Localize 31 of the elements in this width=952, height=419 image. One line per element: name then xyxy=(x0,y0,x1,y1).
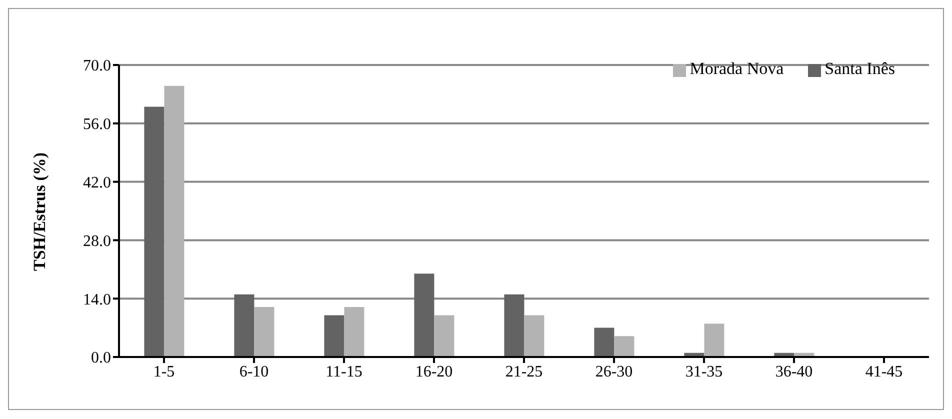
x-tick-label: 11-15 xyxy=(326,363,362,380)
y-tick-label: 28.0 xyxy=(83,232,111,250)
x-tick-label: 26-30 xyxy=(595,363,633,380)
y-tick-label: 56.0 xyxy=(83,116,111,134)
bar xyxy=(324,315,344,357)
bar xyxy=(144,106,164,357)
bar xyxy=(254,306,274,357)
bar xyxy=(524,315,544,357)
bar xyxy=(594,328,614,357)
y-tick-label: 0.0 xyxy=(91,350,111,367)
bar xyxy=(704,324,724,357)
legend-label: Morada Nova xyxy=(690,59,784,78)
x-tick-label: 41-45 xyxy=(865,363,903,380)
y-tick-label: 70.0 xyxy=(83,58,111,75)
bar xyxy=(414,274,434,357)
x-tick-label: 16-20 xyxy=(415,363,453,380)
bar xyxy=(614,336,634,357)
bar xyxy=(344,306,364,357)
bar xyxy=(164,86,184,357)
x-tick-label: 21-25 xyxy=(505,363,543,380)
x-tick-label: 31-35 xyxy=(685,363,723,380)
legend-label: Santa Inês xyxy=(824,59,895,78)
bar xyxy=(234,294,254,357)
x-tick-label: 6-10 xyxy=(239,363,269,380)
bar xyxy=(434,315,454,357)
y-tick-label: 42.0 xyxy=(83,174,111,192)
x-tick-label: 36-40 xyxy=(775,363,813,380)
y-tick-label: 14.0 xyxy=(83,291,111,308)
bar xyxy=(504,294,524,357)
y-axis-title: TSH/Estrus (%) xyxy=(30,152,50,271)
x-tick-label: 1-5 xyxy=(153,363,175,380)
